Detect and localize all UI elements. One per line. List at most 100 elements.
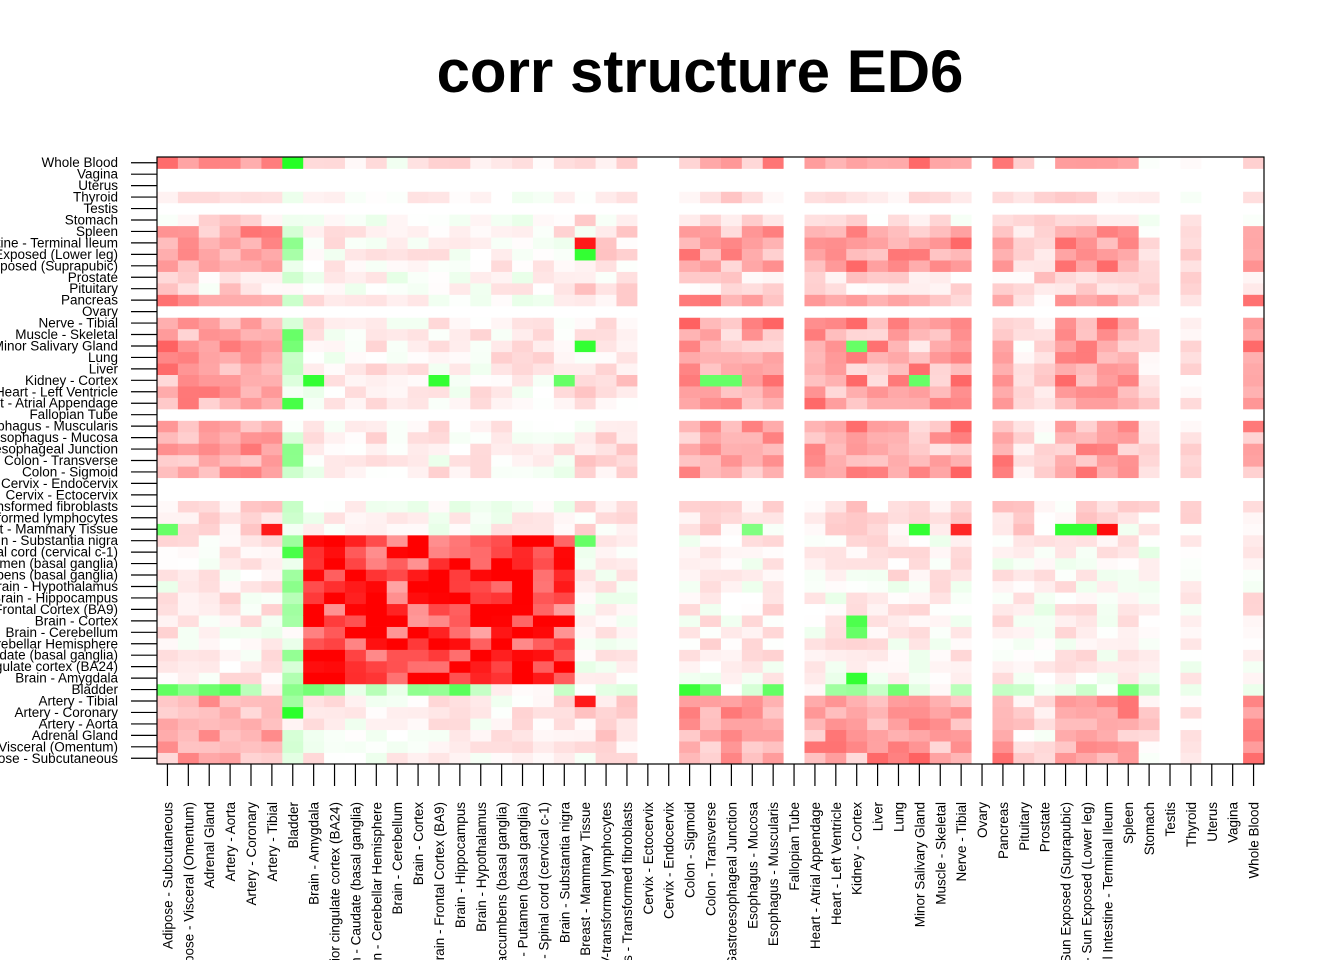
heatmap-cell xyxy=(720,202,743,215)
heatmap-cell xyxy=(386,237,409,250)
heatmap-cell xyxy=(1138,580,1160,593)
heatmap-cell xyxy=(971,191,993,204)
heatmap-cell xyxy=(1076,351,1098,364)
heatmap-cell xyxy=(491,214,513,227)
heatmap-cell xyxy=(512,397,534,410)
heatmap-cell xyxy=(1159,294,1181,307)
heatmap-cell xyxy=(574,179,597,192)
heatmap-cell xyxy=(491,477,513,490)
heatmap-cell xyxy=(1138,557,1160,570)
heatmap-cell xyxy=(428,179,450,192)
heatmap-cell xyxy=(491,328,513,341)
heatmap-cell xyxy=(741,695,764,708)
heatmap-cell xyxy=(512,741,534,753)
heatmap-cell xyxy=(365,569,388,582)
heatmap-cell xyxy=(512,718,534,731)
heatmap-cell xyxy=(867,237,889,250)
heatmap-cell xyxy=(386,157,409,169)
heatmap-cell xyxy=(595,580,617,593)
heatmap-cell xyxy=(386,294,409,307)
heatmap-cell xyxy=(512,237,534,250)
heatmap-cell xyxy=(344,672,367,685)
heatmap-cell xyxy=(282,443,304,456)
heatmap-cell xyxy=(1222,179,1244,192)
heatmap-cell xyxy=(1013,592,1035,605)
heatmap-cell xyxy=(595,431,617,444)
heatmap-cell xyxy=(386,718,409,731)
heatmap-cell xyxy=(1201,557,1223,570)
heatmap-cell xyxy=(908,260,931,272)
heatmap-cell xyxy=(219,649,241,662)
heatmap-cell xyxy=(825,706,847,719)
heatmap-cell xyxy=(553,603,576,616)
heatmap-cell xyxy=(324,649,346,662)
heatmap-cell xyxy=(992,546,1014,559)
heatmap-cell xyxy=(1222,557,1244,570)
heatmap-cell xyxy=(1201,603,1223,616)
heatmap-cell xyxy=(386,454,409,467)
heatmap-cell xyxy=(929,489,952,501)
heatmap-cell xyxy=(1180,683,1202,696)
heatmap-cell xyxy=(971,523,993,536)
heatmap-cell xyxy=(428,225,450,238)
heatmap-cell xyxy=(512,557,534,570)
heatmap-cell xyxy=(198,626,221,639)
heatmap-cell xyxy=(491,168,513,181)
x-tick-label: Stomach xyxy=(1142,802,1157,855)
heatmap-cell xyxy=(198,580,221,593)
heatmap-cell xyxy=(240,202,262,215)
heatmap-cell xyxy=(198,328,221,341)
heatmap-cell xyxy=(992,660,1014,673)
heatmap-cell xyxy=(470,237,492,250)
heatmap-cell xyxy=(720,443,743,456)
heatmap-cell xyxy=(700,260,722,272)
heatmap-cell xyxy=(679,214,701,227)
heatmap-cell xyxy=(470,214,492,227)
heatmap-cell xyxy=(1243,500,1265,513)
x-tick-label: Thyroid xyxy=(1184,802,1199,847)
heatmap-cell xyxy=(386,626,409,639)
heatmap-cell xyxy=(198,454,221,467)
heatmap-cell xyxy=(303,638,325,650)
heatmap-cell xyxy=(888,443,910,456)
heatmap-cell xyxy=(1159,626,1181,639)
heatmap-cell xyxy=(700,363,722,375)
heatmap-cell xyxy=(532,615,555,627)
heatmap-cell xyxy=(324,523,346,536)
heatmap-cell xyxy=(992,569,1014,582)
heatmap-cell xyxy=(637,546,659,559)
heatmap-cell xyxy=(532,729,555,742)
heatmap-cell xyxy=(971,626,993,639)
heatmap-cell xyxy=(950,386,972,398)
heatmap-cell xyxy=(344,282,367,295)
heatmap-cell xyxy=(804,420,826,433)
heatmap-cell xyxy=(950,615,972,627)
heatmap-cell xyxy=(1180,741,1202,753)
heatmap-cell xyxy=(720,512,743,524)
heatmap-cell xyxy=(595,214,617,227)
heatmap-cell xyxy=(1096,237,1119,250)
heatmap-cell xyxy=(762,374,785,387)
heatmap-cell xyxy=(324,454,346,467)
heatmap-cell xyxy=(219,523,241,536)
heatmap-cell xyxy=(1159,706,1181,719)
heatmap-cell xyxy=(825,626,847,639)
heatmap-cell xyxy=(1117,466,1140,479)
heatmap-cell xyxy=(679,248,701,261)
heatmap-cell xyxy=(282,408,304,421)
heatmap-cell xyxy=(365,477,388,490)
heatmap-cell xyxy=(1159,214,1181,227)
heatmap-cell xyxy=(992,248,1014,261)
heatmap-cell xyxy=(637,752,659,765)
heatmap-cell xyxy=(929,443,952,456)
heatmap-cell xyxy=(491,179,513,192)
heatmap-cell xyxy=(177,317,200,330)
heatmap-cell xyxy=(888,569,910,582)
heatmap-cell xyxy=(407,603,429,616)
heatmap-cell xyxy=(720,741,743,753)
heatmap-cell xyxy=(616,477,638,490)
heatmap-cell xyxy=(1159,305,1181,318)
heatmap-cell xyxy=(825,443,847,456)
heatmap-cells xyxy=(157,157,1265,765)
heatmap-cell xyxy=(324,386,346,398)
